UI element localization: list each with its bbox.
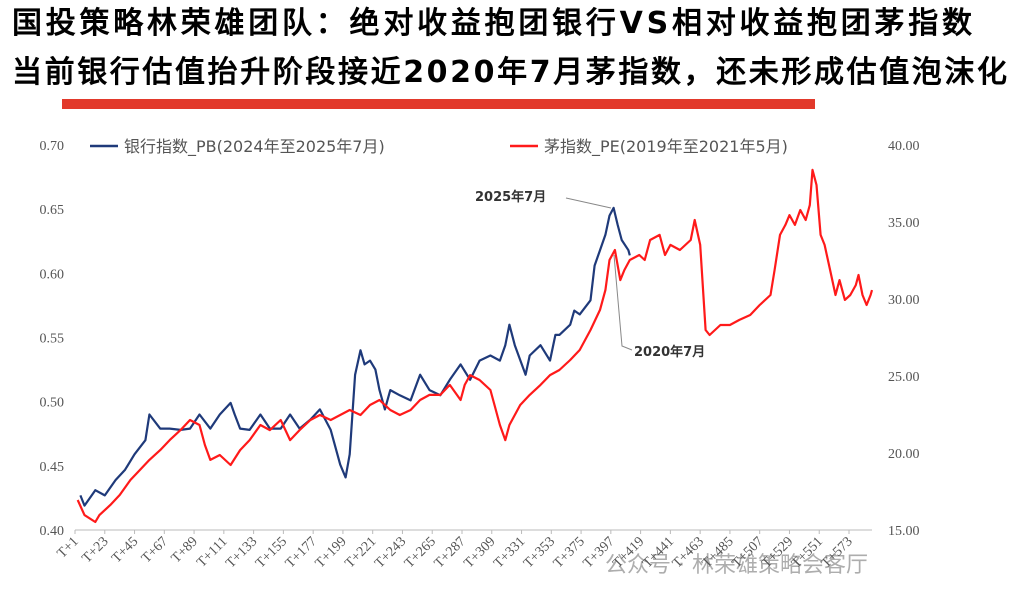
watermark: 公众号 · 林荣雄策略会客厅 — [605, 553, 868, 578]
x-tick-label: T+133 — [223, 534, 260, 571]
x-tick-label: T+45 — [109, 534, 141, 566]
annotation: 2020年7月 — [634, 344, 705, 360]
y2-tick-label: 20.00 — [888, 447, 920, 462]
y2-tick-label: 30.00 — [888, 293, 920, 308]
y-tick-label: 0.60 — [40, 267, 65, 282]
x-tick-label: T+265 — [402, 534, 439, 571]
x-tick-label: T+375 — [551, 534, 588, 571]
y2-tick-label: 40.00 — [888, 139, 920, 154]
x-tick-label: T+331 — [491, 534, 528, 571]
legend-label: 银行指数_PB(2024年至2025年7月) — [124, 137, 385, 157]
legend-label: 茅指数_PE(2019年至2021年5月) — [544, 137, 788, 157]
y-tick-label: 0.70 — [40, 139, 65, 154]
y-tick-label: 0.50 — [40, 396, 65, 411]
x-tick-label: T+199 — [313, 534, 350, 571]
title-underline — [62, 99, 815, 109]
x-tick-label: T+67 — [139, 534, 171, 566]
x-tick-label: T+111 — [194, 534, 230, 570]
x-tick-label: T+221 — [342, 534, 379, 571]
chart-subtitle: 当前银行估值抬升阶段接近2020年7月茅指数，还未形成估值泡沫化 — [12, 55, 1007, 90]
x-tick-label: T+177 — [283, 534, 320, 571]
series-line — [76, 168, 874, 524]
y2-tick-label: 35.00 — [888, 216, 920, 231]
x-tick-label: T+155 — [253, 534, 290, 571]
x-tick-label: T+309 — [462, 534, 499, 571]
y-tick-label: 0.40 — [40, 524, 65, 539]
series-line — [79, 206, 631, 507]
y-tick-label: 0.65 — [40, 203, 65, 218]
x-tick-label: T+23 — [79, 534, 111, 566]
y-tick-label: 0.45 — [40, 460, 65, 475]
x-tick-label: T+287 — [432, 534, 469, 571]
x-tick-label: T+353 — [521, 534, 558, 571]
annotation-connector — [565, 197, 612, 209]
y2-tick-label: 15.00 — [888, 524, 920, 539]
x-tick-label: T+243 — [372, 534, 409, 571]
annotation-connector — [613, 254, 633, 351]
annotation: 2025年7月 — [475, 189, 546, 205]
y-tick-label: 0.55 — [40, 332, 65, 347]
y2-tick-label: 25.00 — [888, 370, 920, 385]
chart-title: 国投策略林荣雄团队：绝对收益抱团银行VS相对收益抱团茅指数 — [12, 6, 973, 41]
